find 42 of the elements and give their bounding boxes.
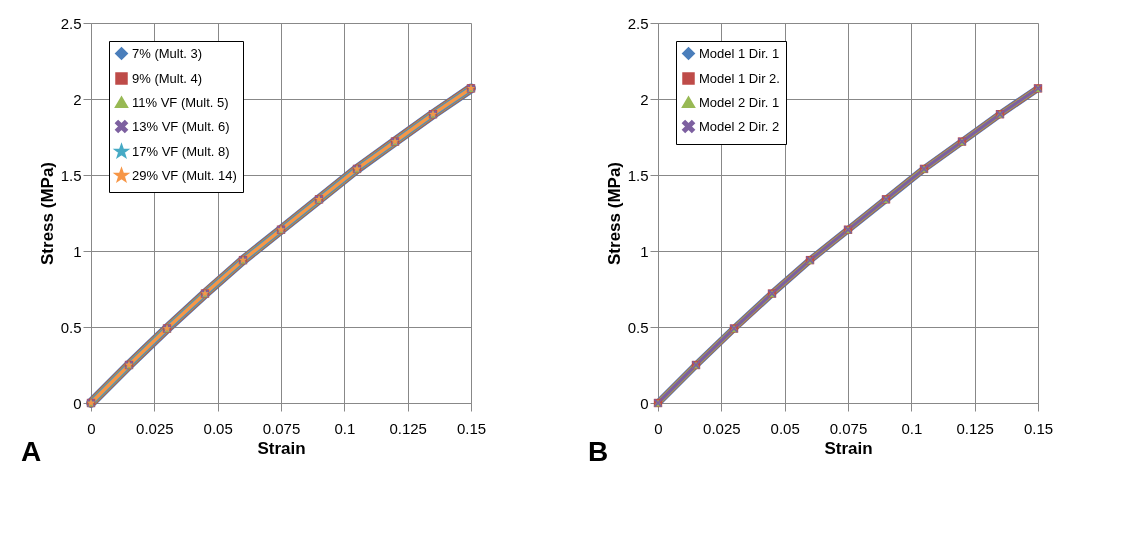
legend-label: 11% VF (Mult. 5)	[132, 94, 229, 110]
x-axis-title: Strain	[824, 438, 873, 458]
legend-label: Model 2 Dir. 2	[699, 118, 780, 134]
x-tick-label: 0.075	[829, 419, 868, 437]
x-tick-label: 0.15	[456, 419, 487, 437]
x-tick-label: 0.1	[901, 419, 923, 437]
y-axis-title: Stress (MPa)	[604, 162, 624, 265]
y-tick-label: 0.5	[60, 318, 82, 336]
legend-label: 13% VF (Mult. 6)	[132, 118, 230, 134]
legend-label: Model 2 Dir. 1	[699, 94, 780, 110]
x-tick-label: 0.125	[389, 419, 427, 437]
y-tick-label: 1.5	[60, 166, 82, 184]
y-axis-title: Stress (MPa)	[37, 162, 57, 265]
y-tick-label: 2.5	[627, 14, 649, 32]
x-tick-label: 0.025	[136, 419, 174, 437]
x-tick-label: 0.15	[1023, 419, 1054, 437]
legend-label: Model 1 Dir 2.	[699, 70, 780, 86]
y-tick-label: 2.5	[60, 14, 82, 32]
legend-label: 7% (Mult. 3)	[132, 45, 203, 61]
y-tick-label: 1	[73, 242, 82, 260]
x-tick-label: 0.05	[770, 419, 800, 437]
x-tick-label: 0.025	[703, 419, 741, 437]
legend-label: Model 1 Dir. 1	[699, 45, 780, 61]
legend-label: 9% (Mult. 4)	[132, 70, 203, 86]
text: B	[588, 436, 609, 467]
y-tick-label: 0	[73, 394, 82, 412]
x-tick-label: 0.125	[956, 419, 994, 437]
text: A	[21, 436, 42, 467]
x-tick-label: 0	[87, 419, 96, 437]
y-tick-label: 0	[640, 394, 649, 412]
legend-label: 29% VF (Mult. 14)	[132, 167, 237, 183]
y-tick-label: 2	[640, 90, 649, 108]
x-axis-title: Strain	[257, 438, 306, 458]
x-tick-label: 0.1	[334, 419, 356, 437]
x-tick-label: 0.075	[262, 419, 301, 437]
x-tick-label: 0	[654, 419, 663, 437]
y-tick-label: 1	[640, 242, 649, 260]
y-tick-label: 0.5	[627, 318, 649, 336]
x-tick-label: 0.05	[203, 419, 233, 437]
legend-label: 17% VF (Mult. 8)	[132, 143, 230, 159]
y-tick-label: 1.5	[627, 166, 649, 184]
y-tick-label: 2	[73, 90, 82, 108]
